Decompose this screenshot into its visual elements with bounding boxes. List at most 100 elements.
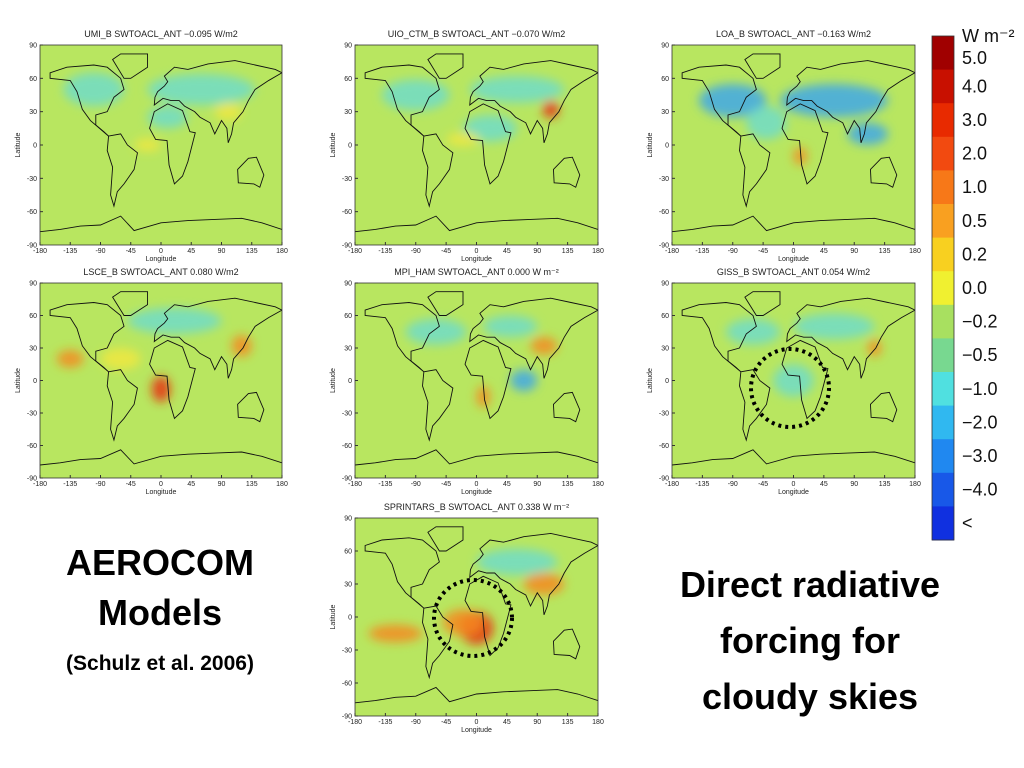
x-tick-label: 45 <box>503 481 511 488</box>
colorbar-swatch <box>932 170 954 205</box>
y-tick-label: -90 <box>27 476 37 483</box>
colorbar-label: −3.0 <box>962 446 998 466</box>
coastline <box>355 449 598 466</box>
highlight-circle <box>432 578 514 658</box>
colorbar-frame <box>931 35 955 541</box>
anomaly <box>147 106 188 129</box>
y-tick-label: -60 <box>342 443 352 450</box>
x-tick-label: 0 <box>792 481 796 488</box>
colorbar-swatch <box>932 204 954 239</box>
panel-title: GISS_B SWTOACL_ANT 0.054 W/m2 <box>717 267 870 277</box>
x-tick-label: 0 <box>475 719 479 726</box>
coastline <box>781 103 829 185</box>
coastline <box>781 339 829 420</box>
y-tick-label: -60 <box>659 443 669 450</box>
coastline <box>739 369 771 442</box>
x-tick-label: 90 <box>218 481 226 488</box>
panel-title: MPI_HAM SWTOACL_ANT 0.000 W m⁻² <box>394 267 558 277</box>
anomalies <box>56 307 252 403</box>
coastline <box>869 156 898 188</box>
y-tick-label: 0 <box>665 143 669 150</box>
coastline <box>49 302 125 373</box>
field <box>355 283 598 478</box>
field-bg <box>355 283 598 478</box>
map-panel: LOA_B SWTOACL_ANT −0.163 W/m2 -180 -135 -90… <box>647 29 921 263</box>
x-tick-label: -90 <box>95 248 105 255</box>
map-panel: MPI_HAM SWTOACL_ANT 0.000 W m⁻² -180 -135 -… <box>330 267 604 496</box>
y-tick-label: -30 <box>659 411 669 418</box>
x-tick-label: -45 <box>758 481 768 488</box>
x-tick-label: 45 <box>503 248 511 255</box>
colorbar-swatch <box>932 372 954 407</box>
y-axis-label: Latitude <box>647 132 654 157</box>
colorbar-label: 1.0 <box>962 177 987 197</box>
coastline <box>552 628 581 660</box>
coastline <box>355 686 598 704</box>
coastline <box>153 60 282 143</box>
coastline <box>49 64 125 137</box>
anomaly <box>793 147 807 165</box>
y-axis-label: Latitude <box>647 368 654 393</box>
coastline <box>681 64 757 137</box>
right-title: forcing for <box>720 620 900 661</box>
anomaly <box>214 102 242 121</box>
x-tick-label: -135 <box>63 481 77 488</box>
x-tick-label: -180 <box>665 481 679 488</box>
x-tick-label: -45 <box>126 481 136 488</box>
coastline <box>786 60 915 143</box>
y-tick-label: -90 <box>659 476 669 483</box>
anomaly <box>442 609 484 636</box>
y-tick-label: 30 <box>661 346 669 353</box>
colorbar-label: < <box>962 513 973 533</box>
x-tick-label: -90 <box>411 719 421 726</box>
coastline <box>364 537 440 609</box>
y-tick-label: 90 <box>344 281 352 288</box>
y-tick-label: 60 <box>29 313 37 320</box>
x-tick-label: -135 <box>695 481 709 488</box>
anomaly <box>726 318 780 345</box>
x-tick-label: -135 <box>378 481 392 488</box>
y-tick-label: -60 <box>342 681 352 688</box>
x-tick-label: -135 <box>63 248 77 255</box>
colorbar-label: 3.0 <box>962 110 987 130</box>
coastline <box>744 291 781 316</box>
y-axis-label: Latitude <box>15 132 22 157</box>
x-tick-label: 90 <box>533 719 541 726</box>
y-tick-label: 0 <box>665 378 669 385</box>
colorbar-label: −0.2 <box>962 312 998 332</box>
coastline <box>552 156 581 188</box>
x-tick-label: 90 <box>850 248 858 255</box>
coastline <box>40 215 282 233</box>
right-title: cloudy skies <box>702 676 918 717</box>
map-panel: UIO_CTM_B SWTOACL_ANT −0.070 W/m2 -180 -13… <box>330 29 604 263</box>
y-tick-label: -30 <box>659 176 669 183</box>
x-tick-label: -180 <box>348 248 362 255</box>
anomaly <box>446 132 480 147</box>
field <box>355 518 598 716</box>
colorbar-swatch <box>932 36 954 71</box>
panel-title: LSCE_B SWTOACL_ANT 0.080 W/m2 <box>83 267 238 277</box>
x-tick-label: 0 <box>475 248 479 255</box>
colorbar-label: 4.0 <box>962 76 987 96</box>
citation: (Schulz et al. 2006) <box>66 652 254 675</box>
anomaly <box>780 83 888 118</box>
anomalies <box>382 76 565 147</box>
coastline <box>422 133 454 208</box>
x-tick-label: 180 <box>592 248 604 255</box>
x-tick-label: 135 <box>879 248 891 255</box>
x-tick-label: 90 <box>533 248 541 255</box>
y-tick-label: 30 <box>344 346 352 353</box>
y-tick-label: 0 <box>33 143 37 150</box>
y-axis-label: Latitude <box>330 604 337 629</box>
colorbar-label: 0.2 <box>962 244 987 264</box>
x-tick-label: -180 <box>33 248 47 255</box>
coastline <box>153 297 282 379</box>
map-panel: LSCE_B SWTOACL_ANT 0.080 W/m2 -180 -135 -90… <box>15 267 288 496</box>
colorbar-swatch <box>932 136 954 171</box>
y-tick-label: -30 <box>342 411 352 418</box>
y-tick-label: 0 <box>33 378 37 385</box>
coastline <box>786 297 915 379</box>
x-tick-label: -180 <box>665 248 679 255</box>
colorbar-swatch <box>932 338 954 373</box>
